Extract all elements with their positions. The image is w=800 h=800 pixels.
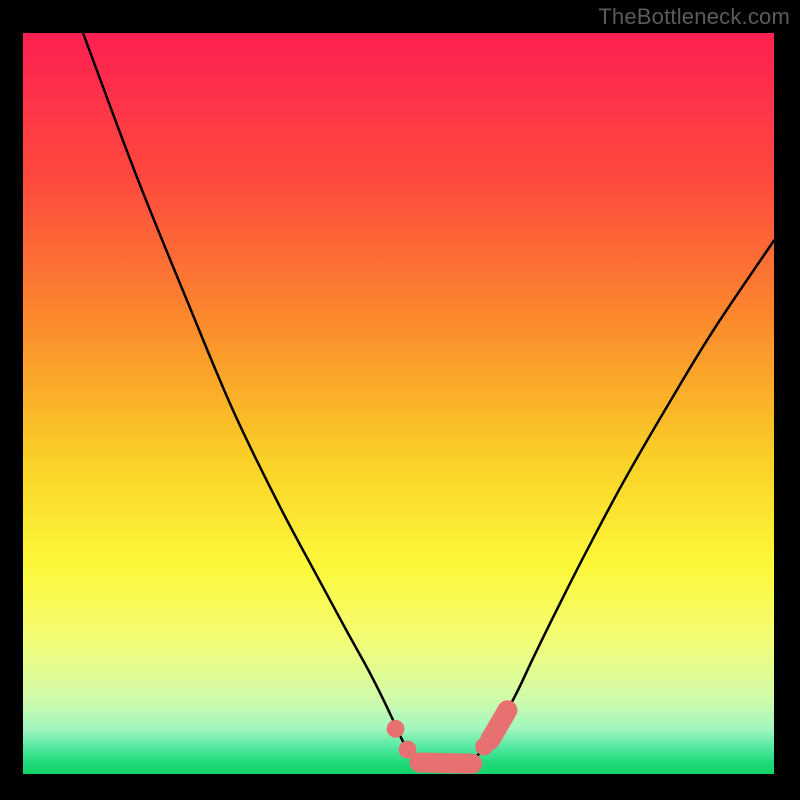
watermark-text: TheBottleneck.com [598, 4, 790, 30]
highlight-capsule [420, 763, 473, 764]
plot-background [23, 33, 774, 774]
bottleneck-chart [0, 0, 800, 800]
chart-stage: TheBottleneck.com [0, 0, 800, 800]
highlight-dot [387, 720, 405, 738]
